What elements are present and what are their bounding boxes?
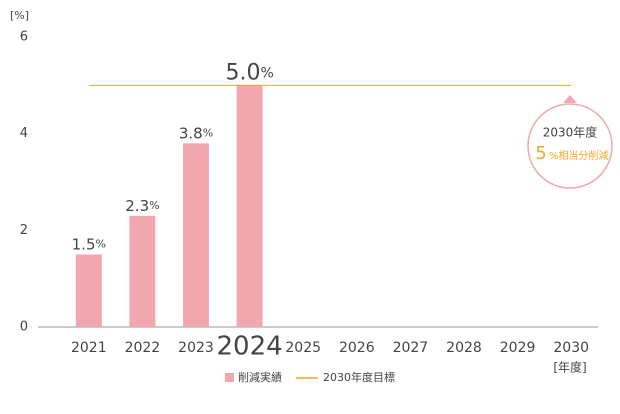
bubble-pointer — [563, 95, 577, 103]
value-label: 3.8% — [179, 124, 213, 142]
y-tick-label: 0 — [20, 320, 28, 335]
bar — [129, 215, 156, 327]
bar — [75, 254, 102, 327]
value-label: 1.5% — [72, 235, 106, 253]
y-tick-label: 6 — [20, 30, 28, 45]
bubble — [527, 103, 613, 189]
y-tick-label: 2 — [20, 223, 28, 238]
value-label: 2.3% — [125, 196, 159, 214]
x-tick-label: 2026 — [339, 340, 375, 356]
annotation-bubble: 2030年度 5 %相当分削減 — [527, 95, 613, 189]
legend-label: 削減実績 — [238, 370, 282, 384]
bar — [183, 143, 209, 327]
value-label: 5.0% — [225, 60, 273, 85]
x-tick-label: 2021 — [71, 340, 107, 356]
y-tick-label: 4 — [20, 126, 28, 141]
annotation-title: 2030年度 — [543, 125, 598, 140]
x-tick-label: 2025 — [285, 340, 321, 356]
x-tick-label: 2027 — [393, 340, 429, 356]
legend-label: 2030年度目標 — [323, 370, 395, 384]
x-tick-label: 2024 — [217, 332, 283, 362]
legend-swatch — [225, 373, 234, 382]
x-tick-label: 2029 — [500, 340, 536, 356]
x-unit: [年度] — [553, 360, 586, 375]
x-tick-label: 2028 — [446, 340, 482, 356]
bar — [236, 85, 263, 327]
annotation-text: %相当分削減 — [549, 149, 609, 162]
annotation-value: 5 — [535, 143, 546, 164]
y-unit: [%] — [10, 9, 29, 22]
x-tick-label: 2023 — [178, 340, 214, 356]
x-tick-label: 2030 — [553, 340, 589, 356]
x-tick-label: 2022 — [125, 340, 161, 356]
